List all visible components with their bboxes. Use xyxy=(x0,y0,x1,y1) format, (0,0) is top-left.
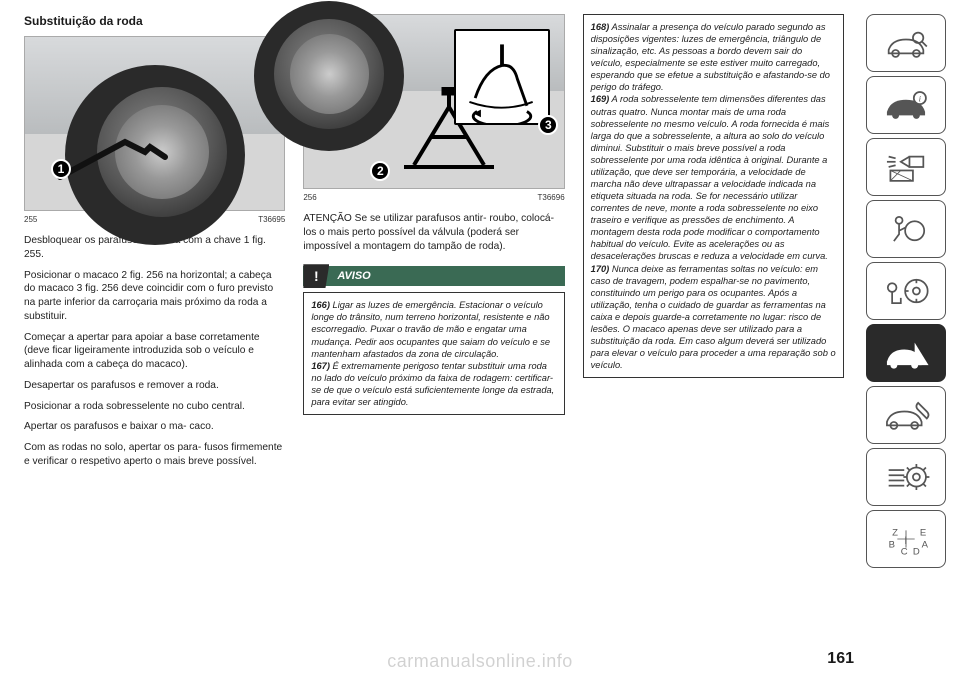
warning-text: É extremamente perigoso tentar substitui… xyxy=(311,361,554,407)
column-1: Substituição da roda 1 255 T36695 Desblo… xyxy=(24,14,285,634)
tab-tech-data[interactable] xyxy=(866,448,946,506)
warning-box: 168) Assinalar a presença do veículo par… xyxy=(583,14,844,378)
tab-knowing-car[interactable] xyxy=(866,14,946,72)
warning-number: 167) xyxy=(311,361,330,371)
warning-text: Nunca deixe as ferramentas soltas no veí… xyxy=(591,264,836,371)
tab-safety[interactable]: i xyxy=(866,76,946,134)
tab-lights[interactable] xyxy=(866,138,946,196)
paragraph: Com as rodas no solo, apertar os para- f… xyxy=(24,441,285,469)
warning-icon: ! xyxy=(303,264,329,288)
figure-number: 255 xyxy=(24,215,37,224)
tab-maintenance[interactable] xyxy=(866,386,946,444)
figure-256: 2 3 xyxy=(303,14,564,189)
paragraph: Começar a apertar para apoiar a base cor… xyxy=(24,331,285,372)
watermark: carmanualsonline.info xyxy=(387,651,573,672)
callout-2: 2 xyxy=(370,161,390,181)
paragraph: Posicionar a roda sobresselente no cubo … xyxy=(24,400,285,414)
figure-code: T36695 xyxy=(258,215,285,224)
tab-starting[interactable] xyxy=(866,262,946,320)
svg-text:C: C xyxy=(901,547,908,558)
figure-255: 1 xyxy=(24,36,285,211)
aviso-heading: ! AVISO xyxy=(303,266,564,286)
svg-text:A: A xyxy=(922,540,929,551)
wheel-rim xyxy=(290,34,369,113)
manual-page: Substituição da roda 1 255 T36695 Desblo… xyxy=(24,14,844,634)
figure-number: 256 xyxy=(303,193,316,202)
warning-number: 168) xyxy=(591,22,610,32)
wheel-graphic xyxy=(274,19,384,129)
svg-text:B: B xyxy=(889,540,895,551)
warning-text: A roda sobresselente tem dimensões difer… xyxy=(591,94,830,261)
hand-crank-graphic xyxy=(456,31,548,123)
tab-airbag[interactable] xyxy=(866,200,946,258)
column-2: 2 3 256 T36696 ATENÇÃO Se se utilizar pa… xyxy=(303,14,564,634)
section-heading: Substituição da roda xyxy=(24,14,285,28)
warning-number: 169) xyxy=(591,94,610,104)
svg-text:D: D xyxy=(913,547,920,558)
paragraph: ATENÇÃO Se se utilizar parafusos antir- … xyxy=(303,212,564,253)
warning-number: 170) xyxy=(591,264,610,274)
paragraph: Posicionar o macaco 2 fig. 256 na horizo… xyxy=(24,269,285,324)
callout-3: 3 xyxy=(538,115,558,135)
warning-box: 166) Ligar as luzes de emergência. Estac… xyxy=(303,292,564,415)
svg-text:Z: Z xyxy=(892,528,898,539)
wrench-graphic xyxy=(55,127,175,197)
page-number: 161 xyxy=(827,650,854,668)
paragraph: Apertar os parafusos e baixar o ma- caco… xyxy=(24,420,285,434)
warning-number: 166) xyxy=(311,300,330,310)
warning-text: Ligar as luzes de emergência. Estacionar… xyxy=(311,300,550,358)
callout-1: 1 xyxy=(51,159,71,179)
section-tabs-sidebar: i ZEBACDI xyxy=(866,14,946,568)
tab-index[interactable]: ZEBACDI xyxy=(866,510,946,568)
figure-256-caption: 256 T36696 xyxy=(303,193,564,202)
svg-text:E: E xyxy=(920,528,926,539)
aviso-label: AVISO xyxy=(337,270,370,282)
figure-code: T36696 xyxy=(538,193,565,202)
paragraph: Desapertar os parafusos e remover a roda… xyxy=(24,379,285,393)
inset-box xyxy=(454,29,550,125)
column-3: 168) Assinalar a presença do veículo par… xyxy=(583,14,844,634)
warning-text: Assinalar a presença do veículo parado s… xyxy=(591,22,830,92)
tab-emergency[interactable] xyxy=(866,324,946,382)
